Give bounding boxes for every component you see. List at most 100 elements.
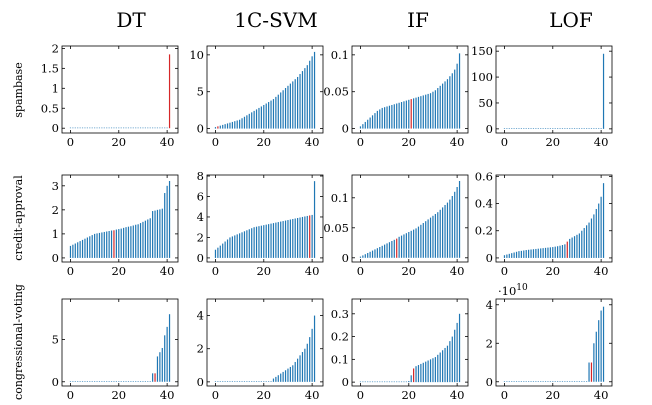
bar [69,127,72,129]
panel-frame [206,45,324,134]
panel-frame [61,174,179,263]
bar [593,128,595,129]
bar [101,127,103,129]
bar [583,128,585,129]
bar [284,370,287,382]
panel-spambase-if: 0 0.05 0.1 0 20 40 [323,45,469,149]
bar [299,74,301,129]
panel-credit-approval-lof: 0 0.2 0.4 0.6 0 20 40 [475,169,613,278]
bar [127,381,130,382]
bar [557,128,559,129]
bar [437,88,439,129]
bar [103,381,105,382]
bar [374,113,376,129]
bar [219,245,221,258]
bar [84,238,86,258]
bar [384,244,386,258]
bar [74,243,76,258]
bar [98,127,101,129]
bar [277,94,279,129]
bar [403,381,405,383]
bar [241,381,243,382]
bar [549,381,551,382]
bar [268,224,270,258]
bar [542,248,544,258]
bar [255,226,258,258]
bar [118,127,120,129]
bar [243,116,246,129]
bar [118,229,120,258]
bar [528,249,530,258]
bar [224,241,226,258]
x-tick-label: 0 [67,264,74,278]
bar [386,243,388,258]
bar [362,381,364,383]
bar [263,381,265,382]
bar [547,247,549,258]
bar [503,381,506,382]
bar [561,245,564,258]
bar [393,239,395,258]
bar [364,381,366,383]
bar [359,126,362,129]
bar [602,53,605,129]
bar [530,128,532,129]
bar [559,381,561,382]
bar [234,235,236,258]
highlight-bar [217,126,219,129]
bar [246,230,248,258]
x-tick-label: 0 [357,388,364,402]
bar [139,381,142,382]
bar [297,76,299,129]
bar [96,127,98,129]
bar [147,219,149,258]
bar [301,71,304,129]
panel-frame [495,174,613,263]
bar [91,127,93,129]
bar [530,381,532,382]
bar [282,371,284,382]
x-tick-label: 20 [256,264,271,278]
bar [364,254,366,258]
bar [410,375,412,383]
bar [106,127,108,129]
bar [255,109,258,129]
bar [544,128,547,129]
bar [265,224,267,258]
highlight-bar [309,215,311,258]
bar [588,362,590,382]
bar [442,83,444,129]
bar [251,112,253,129]
x-tick-label: 20 [545,135,560,149]
y-tick-label: 0.1 [331,191,349,205]
bar [123,227,125,258]
bar [442,350,444,383]
bar [528,128,530,129]
panel-frame [351,298,469,387]
bar [234,121,236,129]
x-tick-label: 20 [256,135,271,149]
bar [376,110,378,129]
bar [381,107,383,129]
bar [523,381,525,382]
bar [222,243,224,258]
bar [451,73,453,129]
bar [439,209,441,258]
y-tick-label: 2 [486,336,493,350]
bar [72,127,74,129]
y-tick-label: 0.1 [331,352,349,366]
y-tick-label: 4 [197,309,204,323]
bar [268,381,270,382]
bar [84,127,86,129]
y-tick-label: 0.2 [331,330,349,344]
bar [600,196,602,258]
y-tick-label: 0.5 [41,101,59,115]
bar [367,253,369,258]
bar [518,381,520,382]
bar [120,228,122,258]
bar [454,191,456,258]
bar [222,381,224,382]
bar [386,106,388,129]
bar [408,232,410,258]
panel-frame [495,45,613,134]
